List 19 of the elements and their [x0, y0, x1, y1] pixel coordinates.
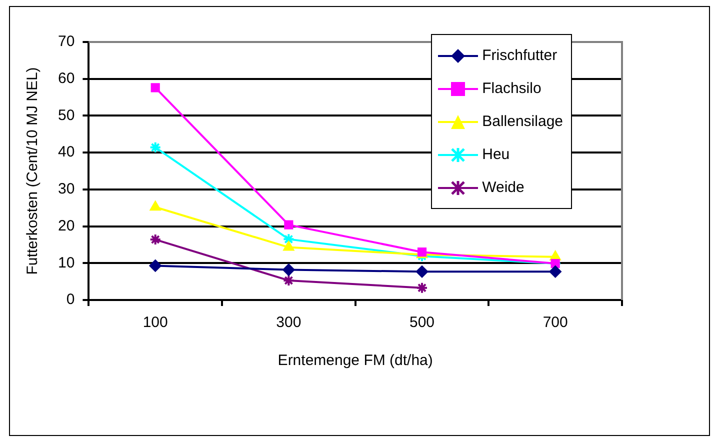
y-tick-label: 70 — [58, 33, 75, 50]
x-tick-label: 300 — [276, 314, 302, 332]
x-tick-label: 100 — [142, 314, 168, 332]
y-tick-label: 50 — [58, 106, 75, 124]
legend-label: Frischfutter — [482, 47, 558, 64]
y-axis-title: Futterkosten (Cent/10 MJ NEL) — [24, 67, 42, 275]
legend-label: Flachsilo — [482, 80, 542, 97]
y-tick-label: 10 — [58, 254, 75, 272]
x-tick-label: 500 — [409, 314, 435, 332]
legend-label: Ballensilage — [482, 113, 563, 130]
y-tick-label: 60 — [58, 70, 75, 87]
y-tick-label: 20 — [58, 217, 75, 234]
x-axis-title: Erntemenge FM (dt/ha) — [278, 352, 433, 370]
y-tick-label: 30 — [58, 180, 75, 198]
y-tick-label: 40 — [58, 144, 75, 161]
legend-label: Weide — [482, 179, 524, 196]
x-tick-label: 700 — [542, 314, 568, 332]
y-tick-label: 0 — [66, 291, 75, 308]
legend-label: Heu — [482, 146, 510, 163]
